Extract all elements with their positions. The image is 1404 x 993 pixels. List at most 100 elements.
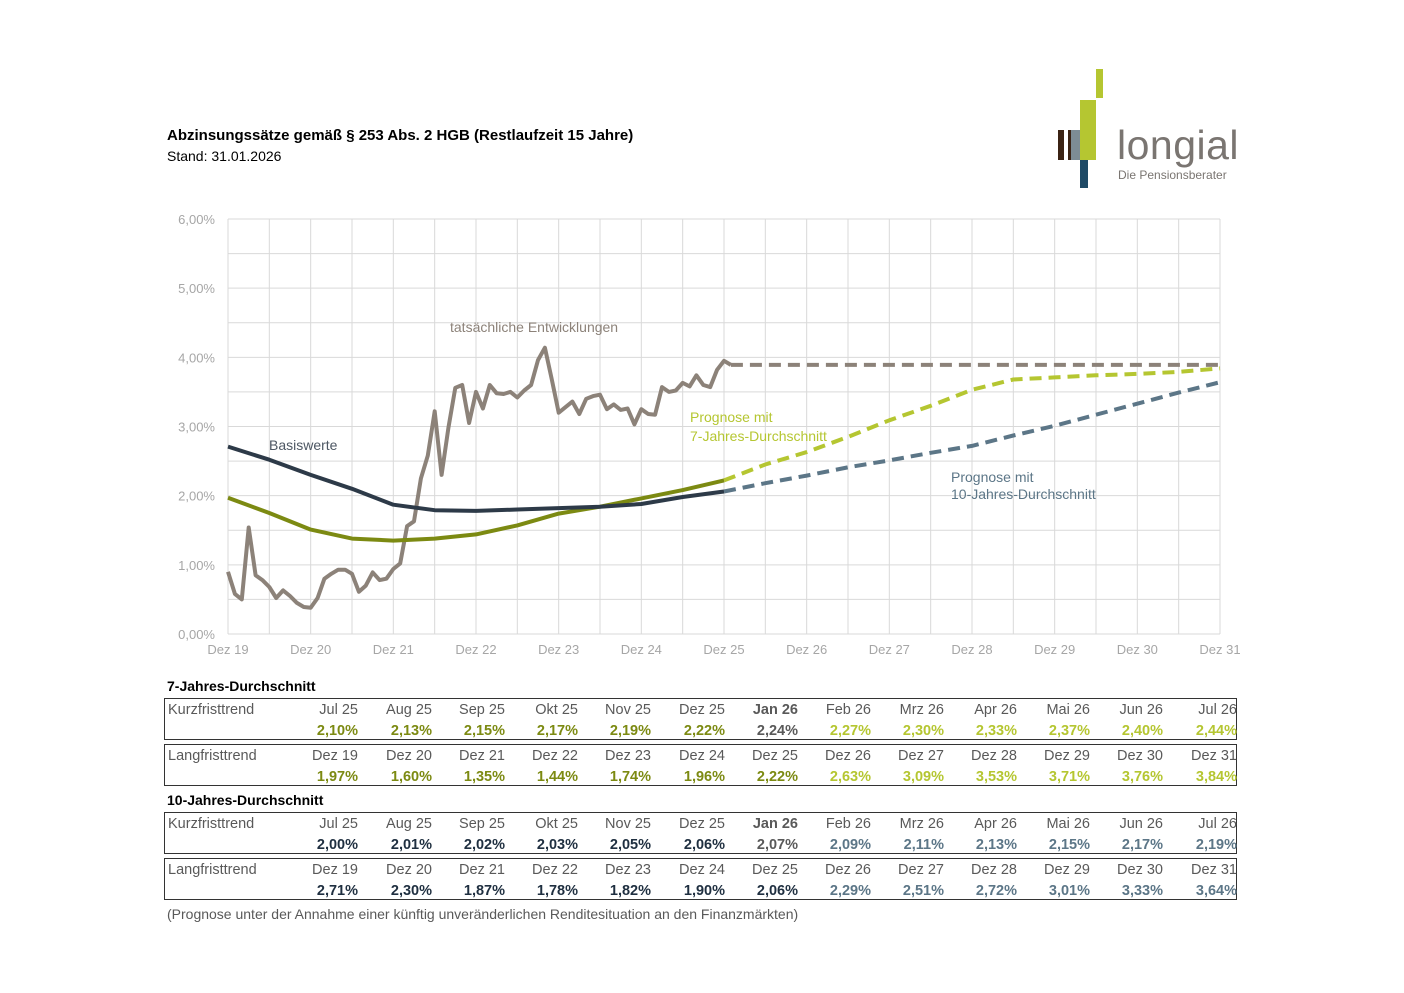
value-cell: 2,40%	[1121, 723, 1163, 739]
column-header: Dez 31	[1191, 748, 1237, 764]
x-tick-label: Dez 21	[373, 642, 414, 657]
column-header: Jul 26	[1198, 816, 1237, 832]
column-header: Dez 27	[898, 862, 944, 878]
value-cell: 3,33%	[1121, 883, 1163, 899]
column-header: Dez 24	[679, 748, 725, 764]
column-header: Dez 21	[459, 748, 505, 764]
column-header: Dez 28	[971, 748, 1017, 764]
value-cell: 1,96%	[683, 769, 725, 785]
column-header: Dez 25	[752, 748, 798, 764]
annotation-basis: Basiswerte	[269, 437, 338, 453]
series-line-actual	[226, 345, 732, 610]
value-cell: 2,07%	[756, 837, 798, 853]
logo-bar-navy	[1080, 160, 1088, 188]
column-header: Dez 19	[312, 748, 358, 764]
series-line-forecast7-dashed	[723, 366, 1221, 483]
logo-tagline: Die Pensionsberater	[1118, 168, 1227, 182]
logo-bar-gray	[1071, 130, 1080, 160]
column-header: Dez 22	[532, 862, 578, 878]
row-label: Kurzfristtrend	[168, 702, 255, 718]
x-tick-label: Dez 19	[207, 642, 248, 657]
value-cell: 1,74%	[609, 769, 651, 785]
longial-logo: longial Die Pensionsberater	[1056, 68, 1256, 193]
column-header: Nov 25	[605, 702, 651, 718]
value-cell: 2,06%	[756, 883, 798, 899]
column-header: Dez 30	[1117, 862, 1163, 878]
x-tick-label: Dez 30	[1117, 642, 1158, 657]
value-cell: 2,17%	[536, 723, 578, 739]
value-cell: 2,29%	[829, 883, 871, 899]
column-header: Jun 26	[1119, 816, 1163, 832]
value-cell: 1,35%	[463, 769, 505, 785]
chart-title: Abzinsungssätze gemäß § 253 Abs. 2 HGB (…	[167, 127, 634, 144]
y-tick-label: 3,00%	[178, 420, 215, 435]
value-cell: 2,10%	[316, 723, 358, 739]
value-cell: 2,00%	[316, 837, 358, 853]
y-tick-label: 0,00%	[178, 627, 215, 642]
column-header: Aug 25	[386, 702, 432, 718]
value-cell: 2,30%	[902, 723, 944, 739]
column-header: Dez 23	[605, 862, 651, 878]
column-header: Mrz 26	[899, 816, 944, 832]
y-tick-label: 5,00%	[178, 281, 215, 296]
column-header: Jul 25	[319, 816, 358, 832]
value-cell: 2,72%	[975, 883, 1017, 899]
column-header: Dez 22	[532, 748, 578, 764]
value-cell: 2,24%	[756, 723, 798, 739]
series-line-basis	[227, 444, 725, 513]
table-10-year-short: Kurzfristtrend Jul 25 2,00% Aug 25 2,01% Sep …	[164, 812, 1237, 854]
column-header: Jan 26	[752, 816, 798, 832]
x-tick-label: Dez 24	[621, 642, 662, 657]
value-cell: 3,64%	[1195, 883, 1237, 899]
series-line-avg7	[227, 478, 725, 543]
annotation-forecast10-line1: Prognose mit	[951, 469, 1034, 485]
x-tick-label: Dez 22	[455, 642, 496, 657]
column-header: Feb 26	[825, 816, 871, 832]
chart-subtitle: Stand: 31.01.2026	[167, 148, 282, 164]
annotation-forecast7-line1: Prognose mit	[690, 409, 773, 425]
column-header: Dez 28	[971, 862, 1017, 878]
y-tick-label: 6,00%	[178, 212, 215, 227]
column-header: Apr 26	[974, 702, 1017, 718]
x-tick-label: Dez 20	[290, 642, 331, 657]
column-header: Dez 25	[679, 702, 725, 718]
column-header: Dez 29	[1044, 862, 1090, 878]
line-chart: 0,00% 1,00% 2,00% 3,00% 4,00% 5,00% 6,00% Dez 1…	[178, 212, 1240, 657]
x-tick-label: Dez 28	[951, 642, 992, 657]
value-cell: 2,06%	[683, 837, 725, 853]
row-label: Langfristtrend	[168, 862, 257, 878]
value-cell: 1,87%	[463, 883, 505, 899]
column-header: Dez 30	[1117, 748, 1163, 764]
row-label: Langfristtrend	[168, 748, 257, 764]
value-cell: 2,22%	[756, 769, 798, 785]
value-cell: 1,97%	[316, 769, 358, 785]
column-header: Jul 26	[1198, 702, 1237, 718]
column-header: Dez 20	[386, 862, 432, 878]
value-cell: 2,01%	[390, 837, 432, 853]
column-header: Jun 26	[1119, 702, 1163, 718]
value-cell: 2,27%	[829, 723, 871, 739]
column-header: Dez 26	[825, 862, 871, 878]
column-header: Dez 20	[386, 748, 432, 764]
column-header: Mai 26	[1046, 816, 1090, 832]
value-cell: 1,44%	[536, 769, 578, 785]
column-header: Okt 25	[535, 702, 578, 718]
column-header: Mai 26	[1046, 702, 1090, 718]
value-cell: 2,71%	[316, 883, 358, 899]
value-cell: 2,19%	[1195, 837, 1237, 853]
column-header: Dez 27	[898, 748, 944, 764]
x-tick-label: Dez 25	[703, 642, 744, 657]
column-header: Jul 25	[319, 702, 358, 718]
column-header: Dez 25	[752, 862, 798, 878]
x-tick-label: Dez 27	[869, 642, 910, 657]
value-cell: 2,51%	[902, 883, 944, 899]
value-cell: 2,63%	[829, 769, 871, 785]
value-cell: 3,01%	[1048, 883, 1090, 899]
column-header: Dez 26	[825, 748, 871, 764]
value-cell: 2,05%	[609, 837, 651, 853]
value-cell: 2,09%	[829, 837, 871, 853]
value-cell: 1,90%	[683, 883, 725, 899]
logo-bar-brown-1	[1058, 130, 1064, 160]
x-tick-label: Dez 29	[1034, 642, 1075, 657]
value-cell: 2,17%	[1121, 837, 1163, 853]
